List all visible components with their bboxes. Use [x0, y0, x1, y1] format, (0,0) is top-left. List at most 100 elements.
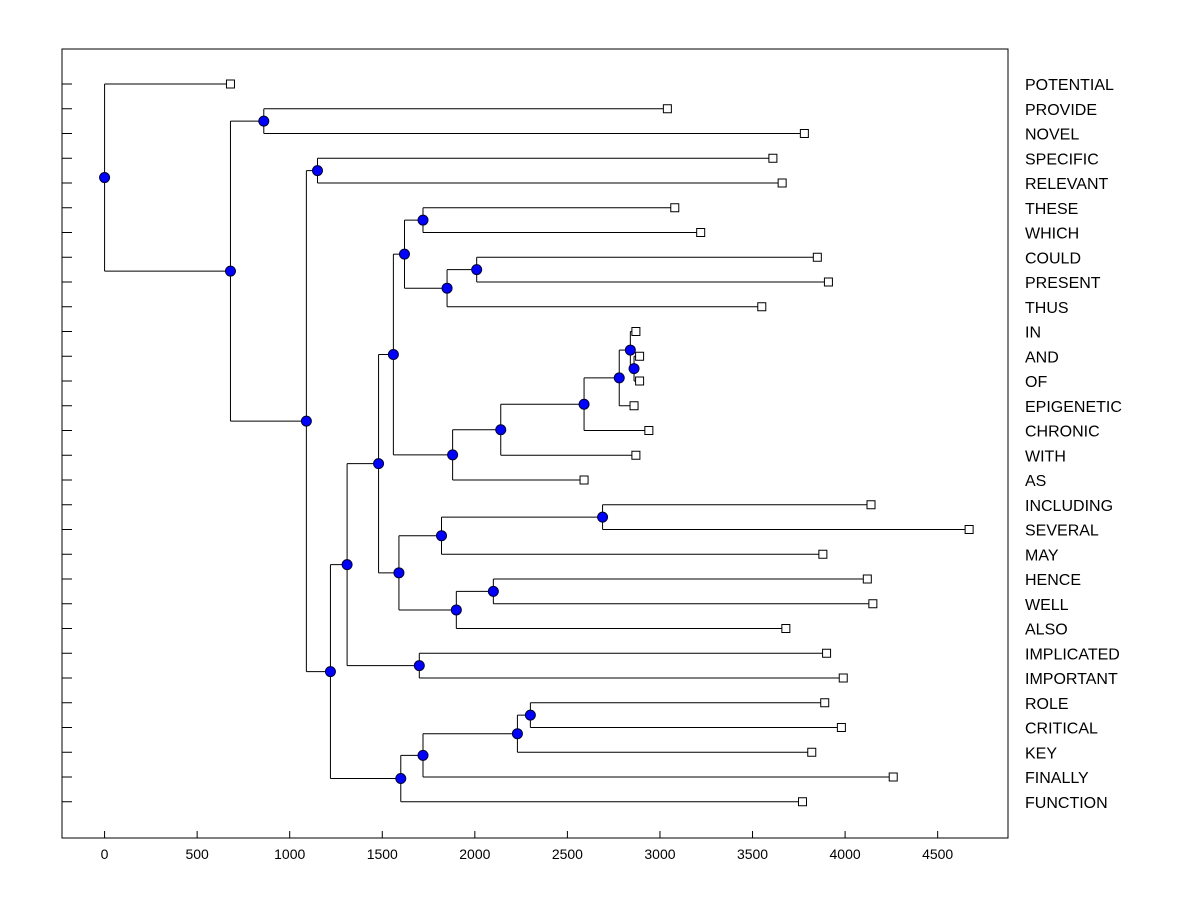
- merge-node: [258, 115, 270, 127]
- leaf-marker: [757, 302, 767, 312]
- merge-node: [99, 172, 111, 184]
- plot-frame: [61, 48, 1009, 839]
- merge-node: [398, 248, 410, 260]
- leaf-marker: [812, 252, 822, 262]
- leaf-marker: [818, 549, 828, 559]
- merge-node: [447, 449, 459, 461]
- x-tick-label: 3500: [737, 846, 768, 862]
- leaf-marker: [635, 351, 645, 361]
- merge-node: [524, 709, 536, 721]
- merge-node: [300, 415, 312, 427]
- merge-node: [578, 398, 590, 410]
- leaf-label: SPECIFIC: [1025, 151, 1099, 168]
- leaf-marker: [862, 574, 872, 584]
- leaf-marker: [696, 228, 706, 237]
- leaf-label: FUNCTION: [1025, 795, 1108, 812]
- merge-node: [628, 363, 640, 375]
- x-tick-label: 1500: [367, 846, 398, 862]
- leaf-label: IMPLICATED: [1025, 646, 1120, 663]
- leaf-marker: [781, 624, 791, 633]
- leaf-marker: [644, 426, 654, 435]
- merge-node: [393, 567, 405, 579]
- leaf-marker: [777, 178, 787, 188]
- merge-node: [417, 214, 429, 226]
- leaf-label: PROVIDE: [1025, 102, 1097, 119]
- leaf-marker: [768, 153, 778, 163]
- leaf-label: MAY: [1025, 547, 1059, 564]
- merge-node: [613, 372, 625, 384]
- leaf-marker: [888, 772, 898, 782]
- x-axis: 0 500 1000 1500 2000 2500 3000 3500 4000 4500: [101, 831, 953, 862]
- leaf-marker: [662, 104, 672, 114]
- leaf-label: WITH: [1025, 448, 1066, 465]
- leaf-label: CHRONIC: [1025, 424, 1100, 441]
- leaf-label: SEVERAL: [1025, 523, 1099, 540]
- leaf-label: WHICH: [1025, 226, 1079, 243]
- x-tick-label: 4500: [922, 846, 953, 862]
- x-tick-label: 1000: [274, 846, 305, 862]
- leaf-marker: [820, 698, 830, 708]
- leaf-label: AS: [1025, 473, 1046, 490]
- leaf-label: INCLUDING: [1025, 498, 1113, 515]
- leaf-marker: [823, 277, 833, 287]
- x-tick-label: 0: [101, 846, 109, 862]
- leaf-marker: [836, 723, 846, 732]
- leaf-marker: [822, 648, 832, 658]
- merge-node: [441, 282, 453, 294]
- merge-node: [387, 349, 399, 361]
- leaf-marker: [629, 401, 639, 411]
- merge-node: [395, 773, 407, 785]
- merge-node: [311, 165, 323, 177]
- leaf-marker: [868, 599, 878, 609]
- merge-node: [450, 604, 462, 616]
- merge-node: [471, 264, 483, 276]
- leaf-label: NOVEL: [1025, 127, 1079, 144]
- leaf-labels: POTENTIAL PROVIDE NOVEL SPECIFIC RELEVANT THE…: [1025, 77, 1122, 812]
- x-tick-label: 500: [185, 846, 209, 862]
- merge-node: [224, 265, 236, 277]
- leaf-marker: [670, 203, 680, 213]
- merge-node: [413, 660, 425, 672]
- leaf-marker: [635, 376, 645, 386]
- leaf-marker: [631, 327, 641, 336]
- merge-node: [417, 749, 429, 761]
- leaf-label: CRITICAL: [1025, 721, 1098, 738]
- merge-node: [511, 728, 523, 740]
- x-tick-label: 2500: [552, 846, 583, 862]
- leaf-label: THUS: [1025, 300, 1069, 317]
- leaf-marker: [799, 129, 809, 138]
- leaf-marker: [807, 747, 817, 757]
- leaf-markers: [225, 79, 974, 807]
- leaf-label: WELL: [1025, 597, 1069, 614]
- leaf-label: IMPORTANT: [1025, 671, 1118, 688]
- leaf-label: EPIGENETIC: [1025, 399, 1122, 416]
- merge-node: [324, 666, 336, 678]
- leaf-label: COULD: [1025, 250, 1081, 267]
- leaf-marker: [866, 500, 876, 510]
- leaf-label: HENCE: [1025, 572, 1081, 589]
- merge-node: [373, 458, 385, 470]
- leaf-marker: [579, 475, 589, 485]
- merge-nodes: [99, 115, 640, 785]
- x-tick-label: 2000: [459, 846, 490, 862]
- merge-node: [597, 511, 609, 523]
- leaf-marker: [964, 525, 974, 534]
- leaf-marker: [838, 673, 848, 683]
- leaf-label: FINALLY: [1025, 770, 1089, 787]
- leaf-label: OF: [1025, 374, 1047, 391]
- leaf-label: RELEVANT: [1025, 176, 1109, 193]
- leaf-marker: [798, 797, 808, 807]
- leaf-label: ROLE: [1025, 696, 1069, 713]
- x-tick-label: 3000: [644, 846, 675, 862]
- leaf-label: PRESENT: [1025, 275, 1101, 292]
- merge-node: [624, 344, 636, 356]
- leaf-marker: [225, 79, 235, 89]
- leaf-label: KEY: [1025, 745, 1057, 762]
- merge-node: [436, 530, 448, 542]
- leaf-label: AND: [1025, 349, 1059, 366]
- leaf-label: POTENTIAL: [1025, 77, 1114, 94]
- x-tick-label: 4000: [830, 846, 861, 862]
- leaf-label: ALSO: [1025, 622, 1068, 639]
